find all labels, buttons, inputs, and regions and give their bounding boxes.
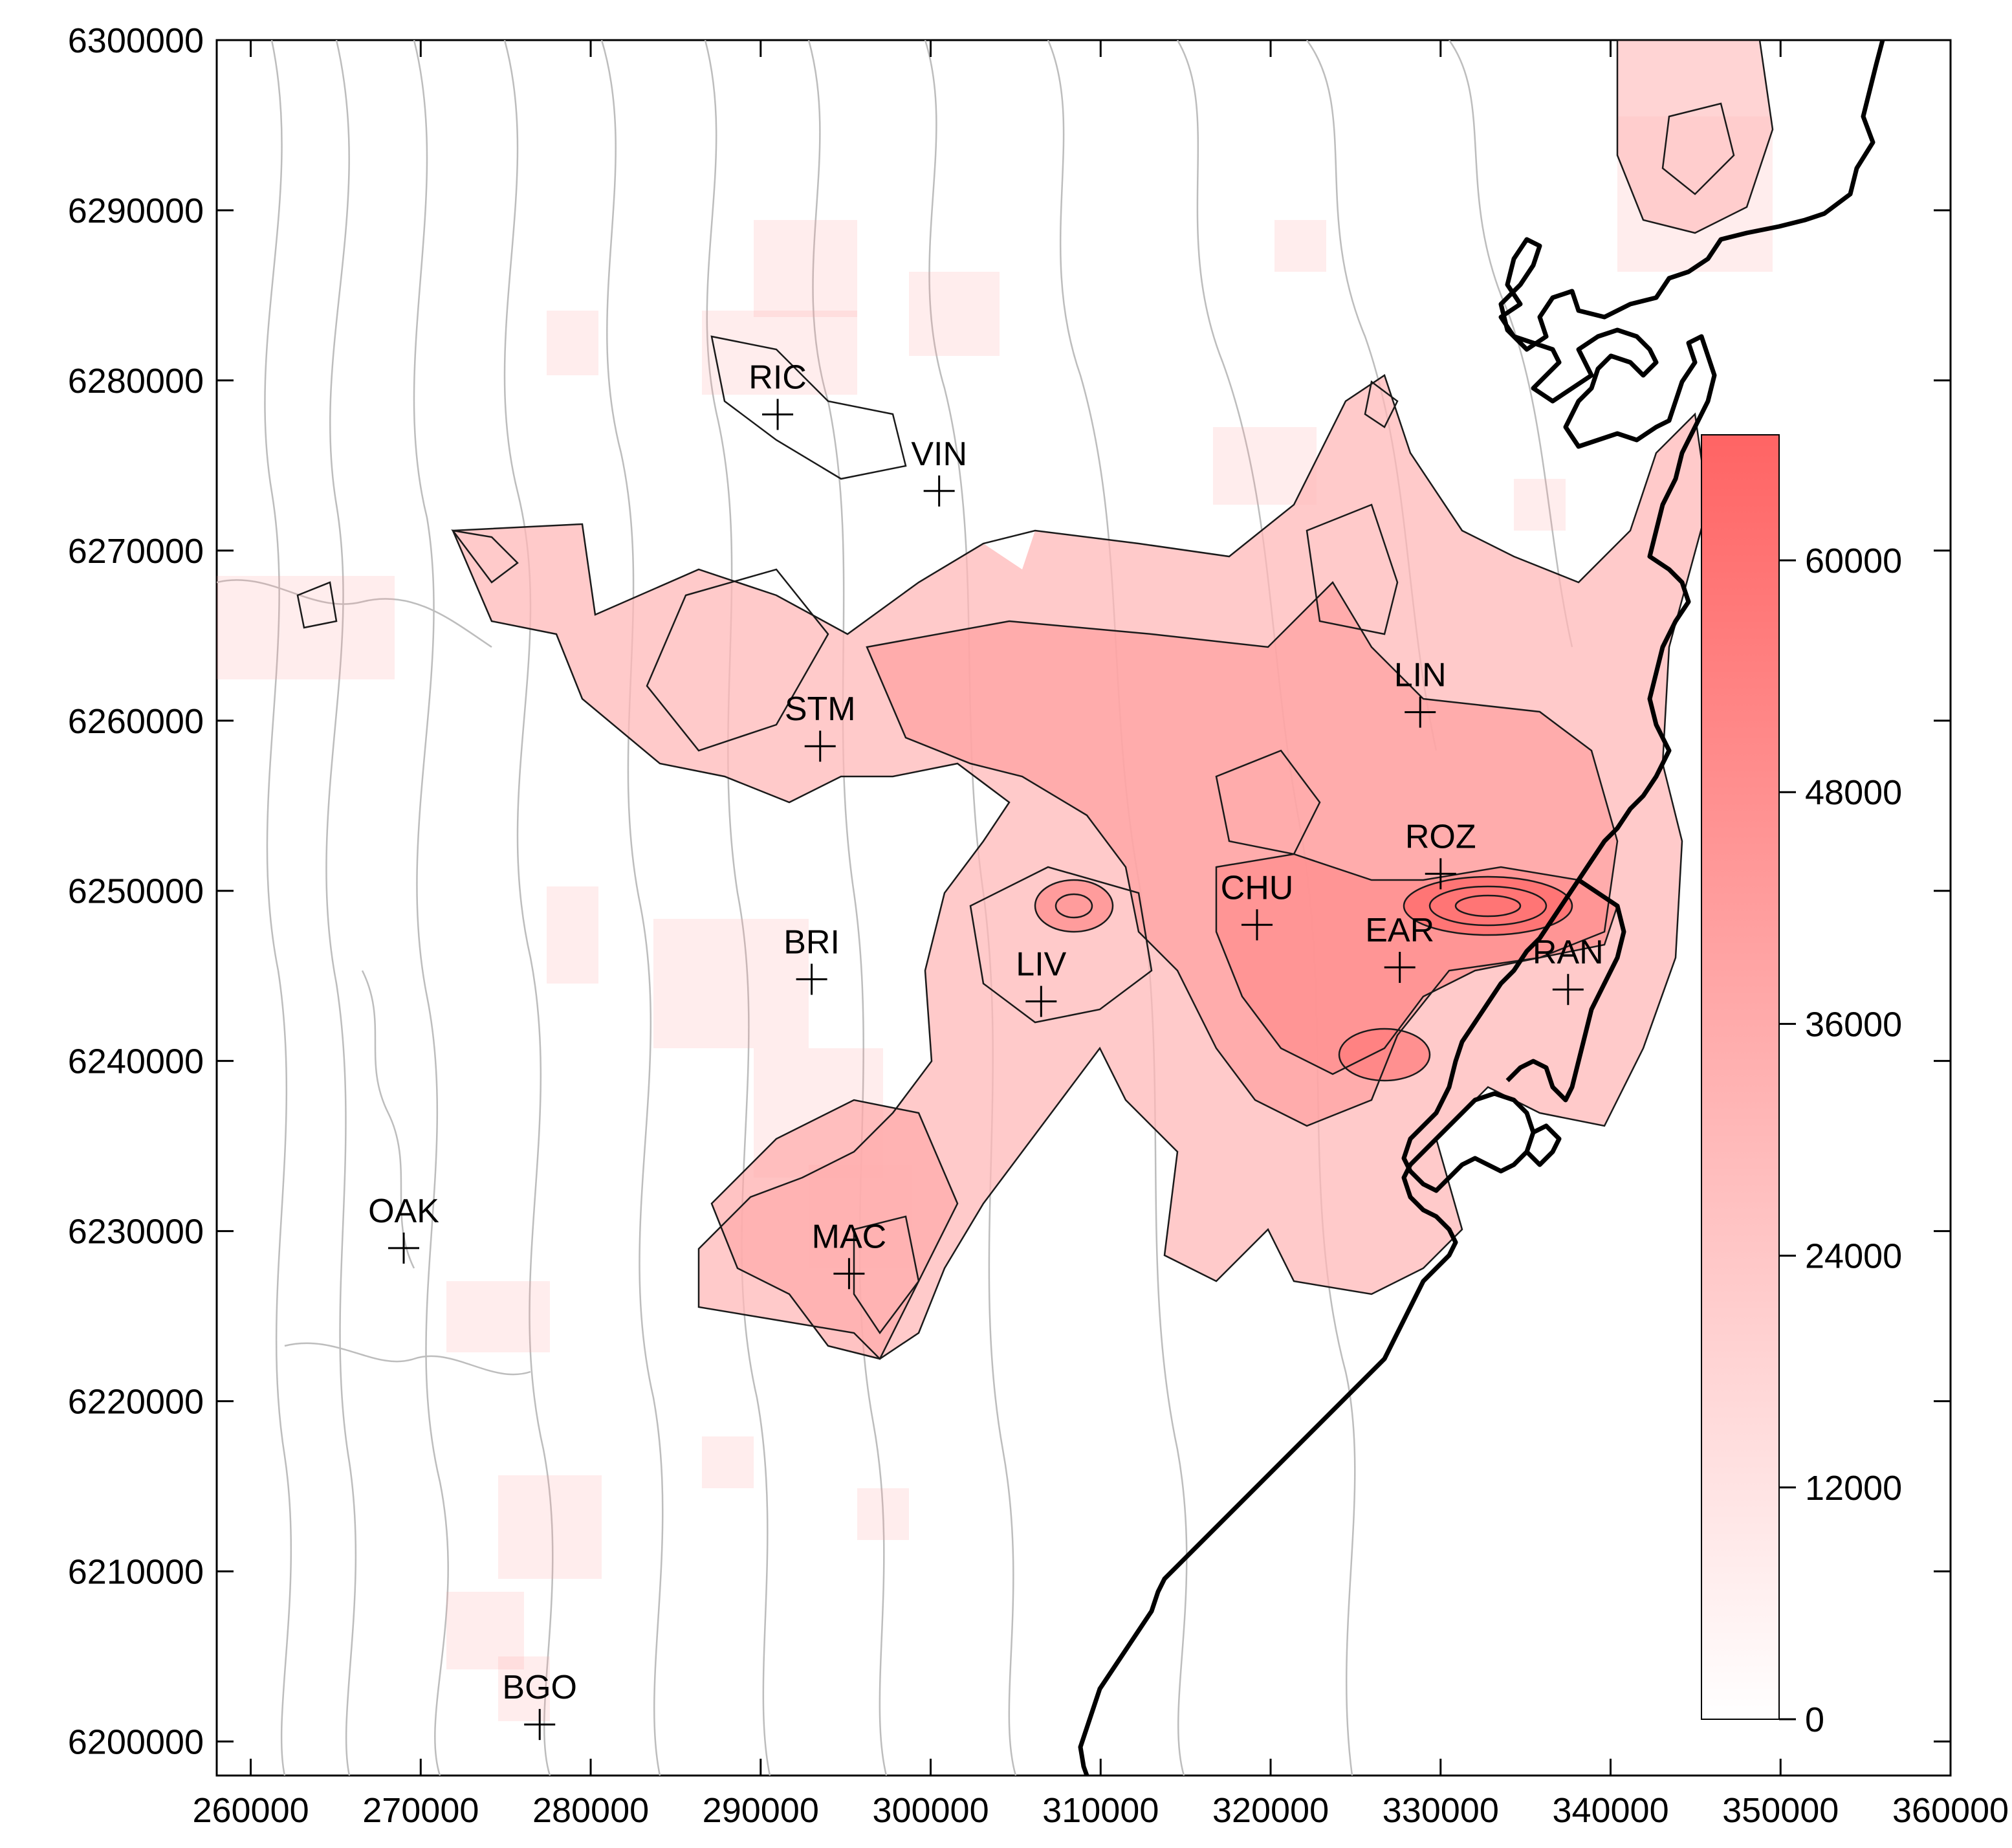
- coastline: [1078, 40, 1885, 1776]
- concentration-contours: [296, 40, 1774, 1360]
- station-label: RIC: [749, 358, 807, 396]
- x-tick-label: 320000: [1212, 1791, 1329, 1830]
- x-tick-label: 300000: [872, 1791, 989, 1830]
- colorbar-tick-label: 12000: [1805, 1469, 1902, 1508]
- colorbar-tick-label: 0: [1805, 1700, 1824, 1739]
- y-tick-label: 6200000: [68, 1722, 204, 1761]
- y-axis-labels: 6200000 6210000 6220000 6230000 6240000 62500…: [68, 21, 204, 1761]
- y-tick-label: 6230000: [68, 1213, 204, 1251]
- x-axis-labels: 260000 270000 280000 290000 300000 310000 3200…: [192, 1791, 2009, 1830]
- station-label: LIV: [1016, 946, 1066, 984]
- station-stm: STM: [785, 690, 856, 762]
- x-tick-label: 310000: [1042, 1791, 1159, 1830]
- y-tick-label: 6270000: [68, 532, 204, 571]
- station-ear: EAR: [1365, 912, 1434, 984]
- station-vin: VIN: [911, 435, 967, 507]
- colorbar-tick-label: 24000: [1805, 1237, 1902, 1276]
- colorbar-tick-label: 60000: [1805, 542, 1902, 580]
- colorbar-ticks: [1779, 559, 1796, 1721]
- x-tick-label: 350000: [1722, 1791, 1839, 1830]
- x-tick-label: 330000: [1383, 1791, 1499, 1830]
- station-roz: ROZ: [1405, 818, 1476, 890]
- station-label: BRI: [783, 923, 840, 961]
- colorbar-labels: 0 12000 24000 36000 48000 60000: [1805, 542, 1902, 1739]
- station-mac: MAC: [812, 1218, 887, 1290]
- station-label: MAC: [812, 1218, 887, 1255]
- station-label: ROZ: [1405, 818, 1476, 855]
- x-tick-label: 340000: [1552, 1791, 1668, 1830]
- map-layers: [217, 40, 1885, 1776]
- station-label: VIN: [911, 435, 967, 473]
- y-tick-label: 6220000: [68, 1383, 204, 1422]
- station-bgo: BGO: [502, 1669, 577, 1741]
- station-label: CHU: [1221, 869, 1294, 907]
- y-tick-label: 6210000: [68, 1552, 204, 1591]
- station-oak: OAK: [368, 1193, 439, 1264]
- y-tick-label: 6290000: [68, 192, 204, 230]
- y-tick-label: 6250000: [68, 872, 204, 911]
- emission-field: [453, 40, 1773, 1359]
- y-tick-label: 6300000: [68, 21, 204, 60]
- x-tick-label: 360000: [1892, 1791, 2009, 1830]
- station-label: BGO: [502, 1669, 577, 1706]
- x-tick-label: 270000: [362, 1791, 479, 1830]
- station-label: RAN: [1533, 934, 1604, 971]
- y-axis-ticks: [217, 39, 1951, 1743]
- x-tick-label: 260000: [192, 1791, 309, 1830]
- station-bri: BRI: [783, 923, 840, 995]
- station-ran: RAN: [1533, 934, 1604, 1006]
- station-ric: RIC: [749, 358, 807, 430]
- station-chu: CHU: [1221, 869, 1294, 941]
- station-markers: RIC VIN STM LIN ROZ CHU BRI LIV EAR RAN OAK MAC BGO: [368, 358, 1604, 1741]
- station-label: OAK: [368, 1193, 439, 1230]
- y-tick-label: 6280000: [68, 362, 204, 401]
- station-lin: LIN: [1394, 657, 1447, 728]
- x-axis-ticks: [250, 40, 1952, 1776]
- colorbar-tick-label: 36000: [1805, 1005, 1902, 1044]
- station-label: STM: [785, 690, 856, 728]
- x-tick-label: 280000: [532, 1791, 649, 1830]
- station-label: LIN: [1394, 657, 1447, 694]
- station-label: EAR: [1365, 912, 1434, 949]
- station-liv: LIV: [1016, 946, 1067, 1017]
- y-tick-label: 6240000: [68, 1042, 204, 1081]
- y-tick-label: 6260000: [68, 702, 204, 741]
- x-tick-label: 290000: [703, 1791, 819, 1830]
- colorbar: [1701, 434, 1780, 1720]
- colorbar-tick-label: 48000: [1805, 773, 1902, 812]
